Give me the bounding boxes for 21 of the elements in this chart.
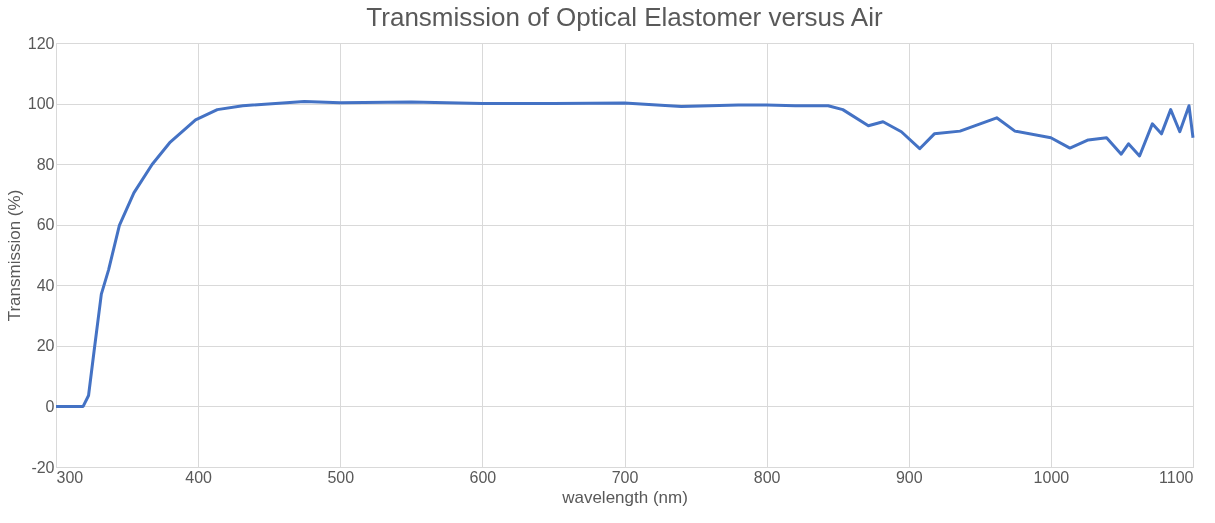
chart-title: Transmission of Optical Elastomer versus Air	[366, 2, 883, 32]
x-tick-label: 1000	[1033, 468, 1070, 486]
y-tick-label: 60	[36, 216, 55, 234]
x-tick-label: 800	[753, 468, 781, 486]
x-tick-label: 600	[469, 468, 497, 486]
y-tick-label: 120	[27, 34, 55, 52]
x-tick-label: 900	[895, 468, 923, 486]
x-tick-label: 500	[327, 468, 355, 486]
x-tick-label: 300	[56, 468, 84, 486]
y-axis-title: Transmission (%)	[4, 189, 24, 322]
x-tick-label: 700	[611, 468, 639, 486]
y-tick-label: 0	[45, 397, 55, 415]
y-tick-label: -20	[31, 458, 55, 476]
y-tick-label: 20	[36, 337, 55, 355]
line-series	[54, 99, 1195, 408]
y-tick-label: 40	[36, 276, 55, 294]
x-axis-title: wavelength (nm)	[561, 487, 688, 507]
y-tick-label: 100	[27, 95, 55, 113]
x-tick-label: 400	[185, 468, 213, 486]
y-tick-label: 80	[36, 155, 55, 173]
x-tick-label: 1100	[1159, 468, 1194, 486]
